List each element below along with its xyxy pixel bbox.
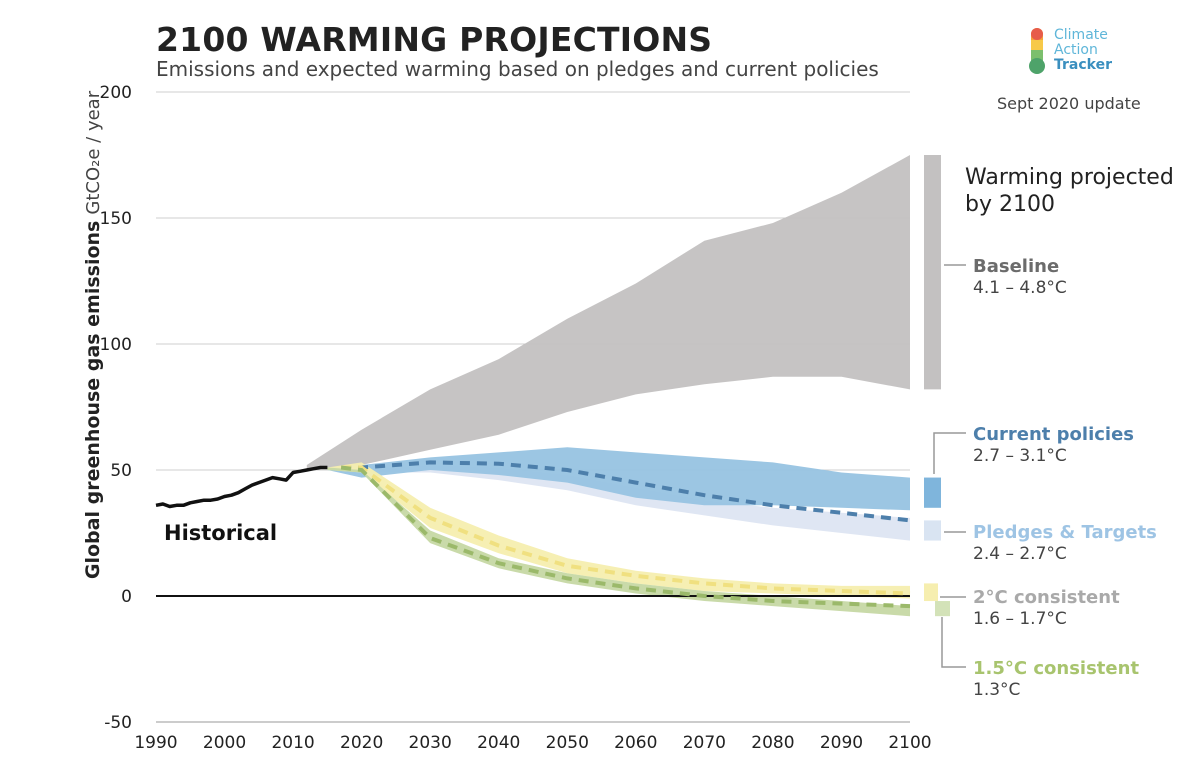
- scenario-range: 1.6 – 1.7°C: [973, 609, 1067, 629]
- median-line-1-5c-consistent: [340, 465, 911, 609]
- warming-bar-current-policies: [924, 477, 941, 508]
- y-tick-label: -50: [104, 713, 132, 733]
- scenario-name: 1.5°C consistent: [973, 658, 1140, 679]
- connector-1-5c-consistent: [941, 617, 966, 668]
- logo-text-tracker: Tracker: [1054, 57, 1112, 73]
- climate-action-tracker-logo: Climate Action Tracker: [1026, 26, 1146, 78]
- scenario-2c-consistent: 2°C consistent 1.6 – 1.7°C: [973, 587, 1120, 629]
- scenario-name: Pledges & Targets: [973, 522, 1157, 543]
- band-pledges-targets: [327, 465, 910, 541]
- x-tick-label: 2090: [820, 733, 863, 753]
- warming-bar-2c-consistent: [924, 583, 938, 602]
- y-axis-label-text: Global greenhouse gas emissions: [82, 220, 104, 580]
- median-line-current-policies: [341, 460, 911, 523]
- scenario-pledges-targets: Pledges & Targets 2.4 – 2.7°C: [973, 522, 1157, 564]
- y-tick-label: 200: [100, 83, 132, 103]
- logo-text-action: Action: [1054, 42, 1098, 58]
- scenario-1-5c-consistent: 1.5°C consistent 1.3°C: [973, 658, 1139, 700]
- scenario-name: Baseline: [973, 256, 1060, 277]
- y-tick-label: 50: [110, 461, 132, 481]
- y-tick-label: 0: [121, 587, 132, 607]
- scenario-baseline: Baseline 4.1 – 4.8°C: [973, 256, 1067, 298]
- chart-subtitle: Emissions and expected warming based on …: [156, 57, 879, 81]
- logo-text-climate: Climate: [1054, 27, 1108, 43]
- y-tick-label: 150: [100, 209, 132, 229]
- x-tick-label: 2080: [751, 733, 794, 753]
- x-tick-label: 2060: [614, 733, 657, 753]
- chart-title: 2100 WARMING PROJECTIONS: [156, 20, 713, 59]
- warming-bar-pledges-targets: [924, 520, 941, 541]
- thermometer-icon: [1029, 28, 1045, 74]
- scenario-name: 2°C consistent: [973, 587, 1120, 608]
- connector-current-policies: [933, 432, 966, 474]
- warming-bar-baseline: [924, 155, 941, 390]
- historical-label: Historical: [164, 521, 278, 545]
- band-2c-consistent: [327, 462, 910, 599]
- x-tick-label: 2020: [340, 733, 383, 753]
- x-tick-label: 2050: [546, 733, 589, 753]
- scenario-range: 2.7 – 3.1°C: [973, 446, 1067, 466]
- scenario-current-policies: Current policies 2.7 – 3.1°C: [973, 424, 1134, 466]
- warming-bar-1-5c-consistent: [935, 601, 950, 617]
- y-tick-label: 100: [100, 335, 132, 355]
- scenario-name: Current policies: [973, 424, 1135, 445]
- x-tick-label: 2010: [271, 733, 314, 753]
- band-baseline: [306, 155, 910, 470]
- update-label: Sept 2020 update: [997, 94, 1141, 113]
- warming-projected-title: Warming projected by 2100: [965, 165, 1174, 217]
- x-tick-label: 2030: [409, 733, 452, 753]
- historical-line: [155, 465, 328, 509]
- x-tick-label: 2100: [888, 733, 931, 753]
- scenario-range: 2.4 – 2.7°C: [973, 544, 1067, 564]
- x-tick-label: 1990: [134, 733, 177, 753]
- x-tick-label: 2070: [683, 733, 726, 753]
- x-tick-label: 2040: [477, 733, 520, 753]
- scenario-range: 1.3°C: [973, 680, 1021, 700]
- y-axis-unit: GtCO₂e / year: [83, 90, 104, 215]
- scenario-range: 4.1 – 4.8°C: [973, 278, 1067, 298]
- y-axis-label: Global greenhouse gas emissions GtCO₂e /…: [82, 91, 104, 579]
- x-tick-label: 2000: [203, 733, 246, 753]
